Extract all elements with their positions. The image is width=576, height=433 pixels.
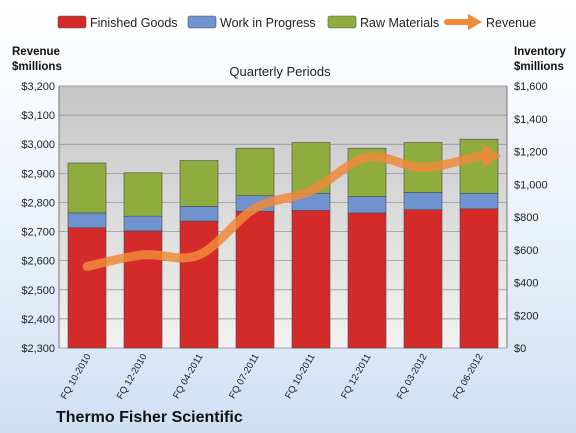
left-tick-label: $2,300	[21, 343, 55, 355]
right-tick-label: $200	[514, 310, 538, 322]
bar-finished-goods	[67, 227, 107, 349]
x-tick-label: FQ 12-2011	[339, 352, 374, 401]
bar-work-in-progress	[459, 192, 499, 210]
left-tick-label: $2,700	[21, 227, 55, 239]
revenue-point	[477, 154, 481, 158]
legend: Finished Goods Work in Progress Raw Mate…	[57, 14, 536, 30]
revenue-point	[141, 253, 145, 257]
right-tick-label: $1,400	[514, 114, 548, 126]
bar-finished-goods	[347, 212, 387, 349]
bar-finished-goods	[403, 209, 443, 349]
legend-swatch-raw-materials	[327, 15, 357, 29]
x-tick-label: FQ 03-2012	[395, 352, 430, 401]
left-tick-label: $3,200	[21, 81, 55, 93]
bar-work-in-progress	[123, 215, 163, 232]
right-tick-label: $400	[514, 278, 538, 290]
legend-label-raw-materials: Raw Materials	[360, 16, 439, 30]
chart-subtitle: Quarterly Periods	[229, 64, 331, 79]
revenue-arrowhead-icon	[483, 143, 501, 168]
bar-work-in-progress	[67, 212, 107, 228]
x-tick-label: FQ 06-2012	[451, 352, 486, 401]
revenue-line	[82, 143, 501, 271]
x-tick-label: FQ 12-2010	[115, 352, 150, 401]
chart-footer-title: Thermo Fisher Scientific	[56, 409, 243, 426]
revenue-point	[365, 155, 369, 159]
right-tick-label: $1,600	[514, 81, 548, 93]
bar-work-in-progress	[403, 192, 443, 210]
right-axis-title-line2: $millions	[514, 61, 564, 73]
right-axis-title-line1: Inventory	[514, 46, 566, 58]
bar-raw-materials	[179, 160, 219, 207]
left-tick-label: $2,900	[21, 168, 55, 180]
left-tick-label: $2,600	[21, 256, 55, 268]
left-tick-label: $3,100	[21, 110, 55, 122]
x-axis-ticks: FQ 10-2010 FQ 12-2010 FQ 04-2011 FQ 07-2011…	[59, 352, 486, 401]
bar-raw-materials	[67, 162, 107, 214]
revenue-point	[421, 166, 425, 170]
left-tick-label: $2,500	[21, 285, 55, 297]
bar-finished-goods	[235, 210, 275, 349]
left-axis-title-line2: $millions	[12, 61, 62, 73]
legend-label-finished-goods: Finished Goods	[90, 16, 178, 30]
legend-revenue-arrowhead-icon	[468, 14, 482, 30]
bar-raw-materials	[123, 172, 163, 217]
right-tick-label: $1,200	[514, 147, 548, 159]
bar-raw-materials	[235, 147, 275, 197]
revenue-point	[85, 264, 89, 268]
bar-work-in-progress	[179, 206, 219, 222]
legend-swatch-finished-goods	[57, 15, 87, 29]
legend-label-work-in-progress: Work in Progress	[220, 16, 316, 30]
x-tick-label: FQ 04-2011	[171, 352, 206, 401]
bar-raw-materials	[459, 138, 499, 194]
left-tick-label: $2,400	[21, 314, 55, 326]
bar-finished-goods	[291, 210, 331, 349]
bar-finished-goods	[459, 208, 499, 349]
left-axis-ticks: $2,300 $2,400 $2,500 $2,600 $2,700 $2,800 $2,9…	[21, 81, 55, 355]
left-tick-label: $3,000	[21, 139, 55, 151]
x-tick-label: FQ 10-2011	[283, 352, 318, 401]
revenue-point	[253, 206, 257, 210]
bar-work-in-progress	[347, 196, 387, 214]
right-tick-label: $600	[514, 245, 538, 257]
left-axis-title-line1: Revenue	[12, 46, 60, 58]
bar-finished-goods	[123, 230, 163, 349]
right-tick-label: $800	[514, 212, 538, 224]
x-tick-label: FQ 10-2010	[59, 352, 94, 401]
revenue-line-path	[82, 151, 488, 271]
right-tick-label: $1,000	[514, 179, 548, 191]
x-tick-label: FQ 07-2011	[227, 352, 262, 401]
right-axis-ticks: $0 $200 $400 $600 $800 $1,000 $1,200 $1,400 $1,6…	[514, 81, 548, 355]
right-tick-label: $0	[514, 343, 526, 355]
legend-label-revenue: Revenue	[486, 16, 536, 30]
left-tick-label: $2,800	[21, 197, 55, 209]
legend-swatch-work-in-progress	[187, 15, 217, 29]
revenue-point	[309, 189, 313, 193]
bar-finished-goods	[179, 220, 219, 349]
revenue-point	[197, 253, 201, 257]
